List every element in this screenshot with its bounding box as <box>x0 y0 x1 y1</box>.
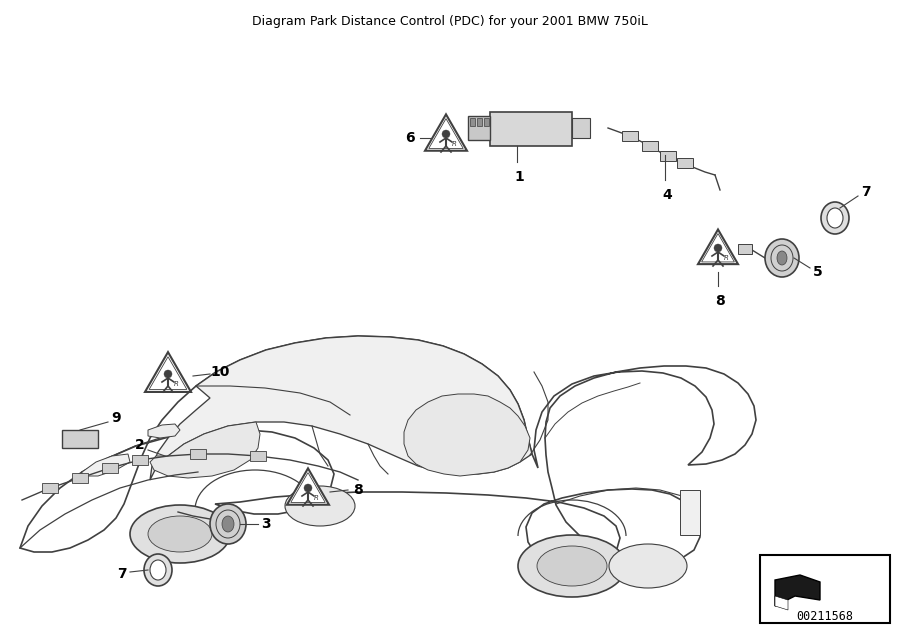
Text: 1: 1 <box>514 170 524 184</box>
Polygon shape <box>82 454 130 476</box>
Ellipse shape <box>518 535 626 597</box>
Text: 7: 7 <box>861 185 871 199</box>
Bar <box>468 116 490 140</box>
Text: 6: 6 <box>405 131 415 145</box>
Ellipse shape <box>765 239 799 277</box>
Text: R: R <box>724 255 728 261</box>
Ellipse shape <box>150 560 166 580</box>
Bar <box>484 118 489 126</box>
Bar <box>660 151 676 161</box>
Text: 10: 10 <box>211 365 230 379</box>
Polygon shape <box>145 352 191 392</box>
Bar <box>42 483 58 493</box>
Polygon shape <box>150 336 532 480</box>
Polygon shape <box>148 424 180 438</box>
Ellipse shape <box>144 554 172 586</box>
Bar <box>190 449 206 459</box>
Ellipse shape <box>821 202 849 234</box>
Ellipse shape <box>609 544 687 588</box>
Text: Diagram Park Distance Control (PDC) for your 2001 BMW 750iL: Diagram Park Distance Control (PDC) for … <box>252 15 648 29</box>
Polygon shape <box>698 230 738 264</box>
Text: 5: 5 <box>813 265 823 279</box>
Polygon shape <box>287 468 329 505</box>
Ellipse shape <box>222 516 234 532</box>
Bar <box>572 118 590 138</box>
Ellipse shape <box>210 504 246 544</box>
Bar <box>677 158 693 168</box>
Text: 3: 3 <box>261 517 271 531</box>
Bar <box>490 112 572 146</box>
Text: 00211568: 00211568 <box>796 609 853 623</box>
Ellipse shape <box>714 244 722 252</box>
Ellipse shape <box>777 251 787 265</box>
Bar <box>738 244 752 254</box>
Ellipse shape <box>442 130 450 138</box>
Bar <box>250 451 266 461</box>
Text: 8: 8 <box>353 483 363 497</box>
Ellipse shape <box>537 546 607 586</box>
Text: 4: 4 <box>662 188 672 202</box>
Bar <box>680 490 700 535</box>
Bar <box>477 118 482 126</box>
Polygon shape <box>20 336 756 570</box>
Bar <box>132 455 148 465</box>
Text: 2: 2 <box>135 438 145 452</box>
Polygon shape <box>425 114 467 151</box>
Bar <box>470 118 475 126</box>
Polygon shape <box>775 575 820 606</box>
Bar <box>62 430 98 448</box>
Bar <box>72 473 88 483</box>
Bar <box>102 463 118 473</box>
Ellipse shape <box>164 370 172 378</box>
Bar <box>760 555 890 623</box>
Text: 7: 7 <box>117 567 127 581</box>
Text: R: R <box>174 381 178 387</box>
Ellipse shape <box>130 505 230 563</box>
Ellipse shape <box>285 486 355 526</box>
Ellipse shape <box>304 484 312 492</box>
Text: R: R <box>313 495 319 501</box>
Bar <box>642 141 658 151</box>
Text: 9: 9 <box>112 411 121 425</box>
Polygon shape <box>404 394 530 476</box>
Polygon shape <box>775 596 788 610</box>
Ellipse shape <box>148 516 212 552</box>
Text: R: R <box>452 141 456 147</box>
Bar <box>622 131 638 141</box>
Polygon shape <box>150 422 260 478</box>
Text: 8: 8 <box>716 294 724 308</box>
Ellipse shape <box>827 208 843 228</box>
